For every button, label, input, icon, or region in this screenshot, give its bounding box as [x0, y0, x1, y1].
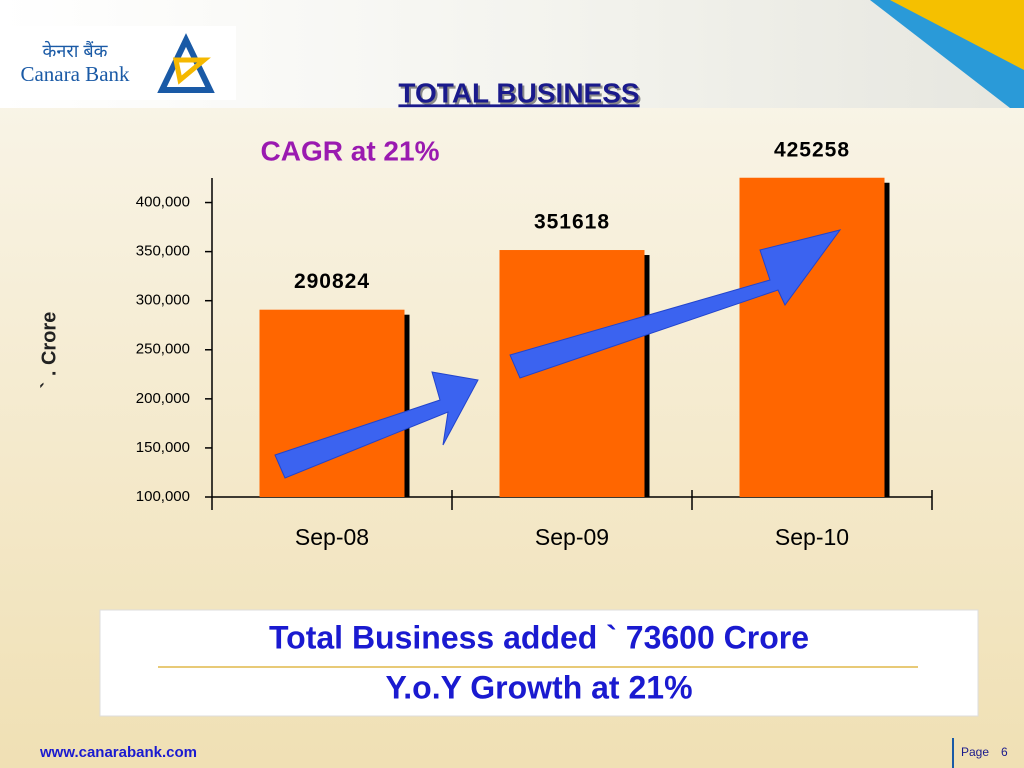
- arrows: [274, 229, 842, 479]
- y-tick-label: 350,000: [136, 243, 190, 260]
- highlight-line: Y.o.Y Growth at 21%: [385, 669, 692, 705]
- y-axis-label: ` . Crore: [38, 312, 60, 389]
- header-accent: [890, 0, 1024, 70]
- logo-hindi: केनरा बैंक: [43, 40, 109, 61]
- bar: [739, 177, 885, 497]
- x-tick-label: Sep-10: [775, 524, 849, 550]
- y-tick-label: 400,000: [136, 194, 190, 211]
- page-number: 6: [1001, 745, 1008, 759]
- y-tick-label: 150,000: [136, 439, 190, 456]
- x-tick-label: Sep-08: [295, 524, 369, 550]
- plot: 100,000 150,000 200,000 250,000 300,000 350,0…: [136, 138, 933, 550]
- highlight-box: [99, 609, 979, 717]
- chart-subtitle: CAGR at 21%: [261, 135, 440, 166]
- highlight-line: Total Business added ` 73600 Crore: [269, 619, 809, 655]
- logo-icon: [172, 57, 211, 85]
- y-tick-label: 200,000: [136, 390, 190, 407]
- value-label: 425258: [774, 138, 850, 161]
- title: TOTAL BUSINESS: [398, 77, 639, 108]
- value-label: 351618: [534, 211, 610, 234]
- x-tick-label: Sep-09: [535, 524, 609, 550]
- logo-english: Canara Bank: [20, 62, 130, 86]
- title-shadow: TOTAL BUSINESS: [400, 79, 641, 110]
- page-label: Page: [961, 745, 989, 759]
- website[interactable]: www.canarabank.com: [39, 744, 197, 761]
- y-tick-label: 100,000: [136, 488, 190, 505]
- y-tick-label: 250,000: [136, 341, 190, 358]
- value-label: 290824: [294, 270, 370, 293]
- y-tick-label: 300,000: [136, 292, 190, 309]
